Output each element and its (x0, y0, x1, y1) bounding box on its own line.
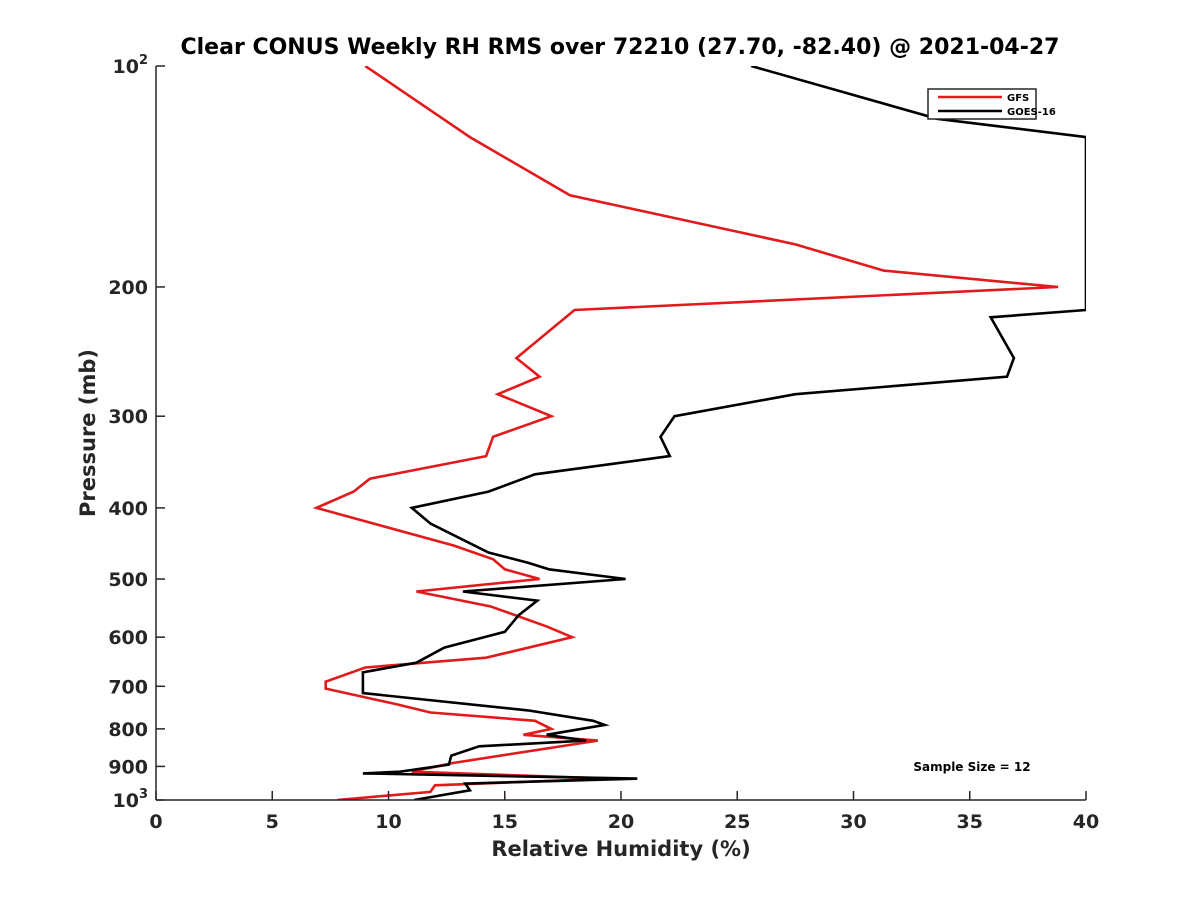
x-tick-label: 0 (149, 811, 162, 833)
y-tick-label: 300 (108, 406, 148, 428)
x-axis-label: Relative Humidity (%) (491, 837, 750, 861)
x-tick-label: 5 (266, 811, 279, 833)
y-tick-label: 400 (108, 498, 148, 520)
x-ticks: 0 5 10 15 20 25 30 35 40 (149, 791, 1099, 833)
y-tick-label: 700 (108, 676, 148, 698)
x-tick-label: 30 (840, 811, 866, 833)
x-tick-label: 25 (724, 811, 750, 833)
x-tick-label: 40 (1073, 811, 1099, 833)
x-tick-label: 15 (492, 811, 518, 833)
y-tick-label: 103 (113, 787, 149, 812)
plot-area: 0 5 10 15 20 25 30 35 40 102 200 300 400 500 600 700 80… (108, 53, 1099, 833)
sample-size-annotation: Sample Size = 12 (913, 760, 1030, 774)
y-tick-label: 900 (108, 756, 148, 778)
y-ticks: 102 200 300 400 500 600 700 800 900 103 (108, 53, 165, 812)
x-tick-label: 35 (957, 811, 983, 833)
legend-label-gfs: GFS (1007, 93, 1029, 104)
y-tick-label: 600 (108, 627, 148, 649)
chart-title: Clear CONUS Weekly RH RMS over 72210 (27… (181, 35, 1060, 60)
y-tick-label: 500 (108, 569, 148, 591)
legend: GFS GOES-16 (927, 88, 1056, 120)
y-tick-label: 800 (108, 719, 148, 741)
x-tick-label: 10 (375, 811, 401, 833)
x-tick-label: 20 (608, 811, 634, 833)
series-line-goes16 (361, 66, 1086, 800)
y-axis-label: Pressure (mb) (76, 349, 100, 517)
legend-box (927, 88, 1037, 120)
y-tick-label: 200 (108, 277, 148, 299)
legend-label-goes16: GOES-16 (1007, 107, 1056, 118)
y-tick-label: 102 (113, 53, 149, 78)
series-layer (312, 66, 1086, 800)
